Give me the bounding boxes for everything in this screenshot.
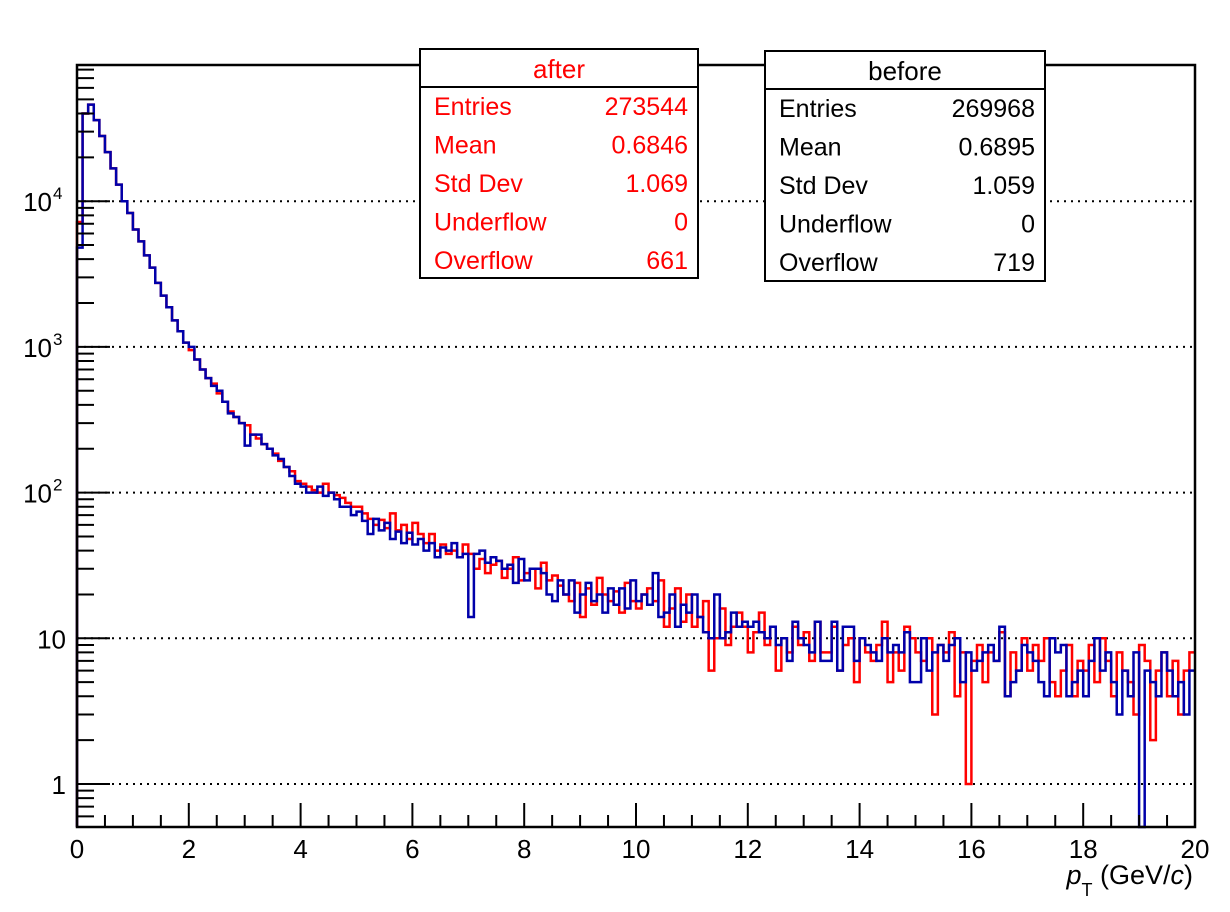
- x-tick-label: 8: [517, 834, 531, 864]
- y-tick-exponent: 4: [53, 184, 62, 203]
- stats-box-before: before Entries 269968 Mean 0.6895 Std Dev 1.05…: [764, 50, 1046, 282]
- y-tick-label: 10: [23, 333, 52, 363]
- histograms: [75, 103, 1195, 829]
- y-tick-label: 10: [37, 624, 66, 654]
- stats-label: Std Dev: [779, 172, 868, 200]
- y-tick-exponent: 2: [53, 476, 62, 495]
- stats-value: 273544: [605, 93, 689, 121]
- x-tick-label: 10: [622, 834, 651, 864]
- y-tick-label: 1: [52, 770, 66, 800]
- y-tick-label: 10: [23, 187, 52, 217]
- stats-value: 0.6846: [612, 132, 688, 160]
- stats-label: Underflow: [779, 211, 892, 239]
- stats-value: 661: [646, 247, 688, 275]
- stats-box-after: after Entries 273544 Mean 0.6846 Std Dev 1.069…: [419, 48, 699, 279]
- stats-box-title: after: [533, 54, 585, 84]
- stats-value: 1.059: [972, 172, 1035, 200]
- stats-label: Mean: [434, 132, 497, 160]
- grid-lines: [77, 200, 1195, 785]
- stats-label: Entries: [434, 93, 512, 121]
- stats-value: 719: [993, 249, 1035, 277]
- stats-label: Mean: [779, 134, 842, 162]
- stats-boxes: after Entries 273544 Mean 0.6846 Std Dev 1.069…: [419, 48, 1046, 282]
- stats-value: 0: [674, 209, 688, 237]
- stats-label: Overflow: [779, 249, 879, 277]
- x-tick-label: 2: [182, 834, 196, 864]
- x-tick-label: 4: [293, 834, 307, 864]
- stats-value: 1.069: [625, 170, 688, 198]
- stats-label: Std Dev: [434, 170, 523, 198]
- x-tick-label: 0: [70, 834, 84, 864]
- stats-value: 0: [1021, 211, 1035, 239]
- x-tick-label: 12: [733, 834, 762, 864]
- x-tick-label: 16: [957, 834, 986, 864]
- y-tick-exponent: 3: [53, 330, 62, 349]
- x-tick-label: 18: [1069, 834, 1098, 864]
- stats-label: Underflow: [434, 209, 547, 237]
- stats-label: Entries: [779, 95, 857, 123]
- x-axis-label: pT (GeV/c): [1065, 860, 1193, 900]
- histogram-before: [75, 103, 1195, 829]
- stats-label: Overflow: [434, 247, 534, 275]
- stats-value: 0.6895: [959, 134, 1035, 162]
- x-tick-label: 14: [845, 834, 874, 864]
- stats-value: 269968: [952, 95, 1035, 123]
- stats-box-title: before: [868, 56, 942, 86]
- y-tick-label: 10: [23, 479, 52, 509]
- x-tick-label: 20: [1181, 834, 1210, 864]
- x-tick-label: 6: [405, 834, 419, 864]
